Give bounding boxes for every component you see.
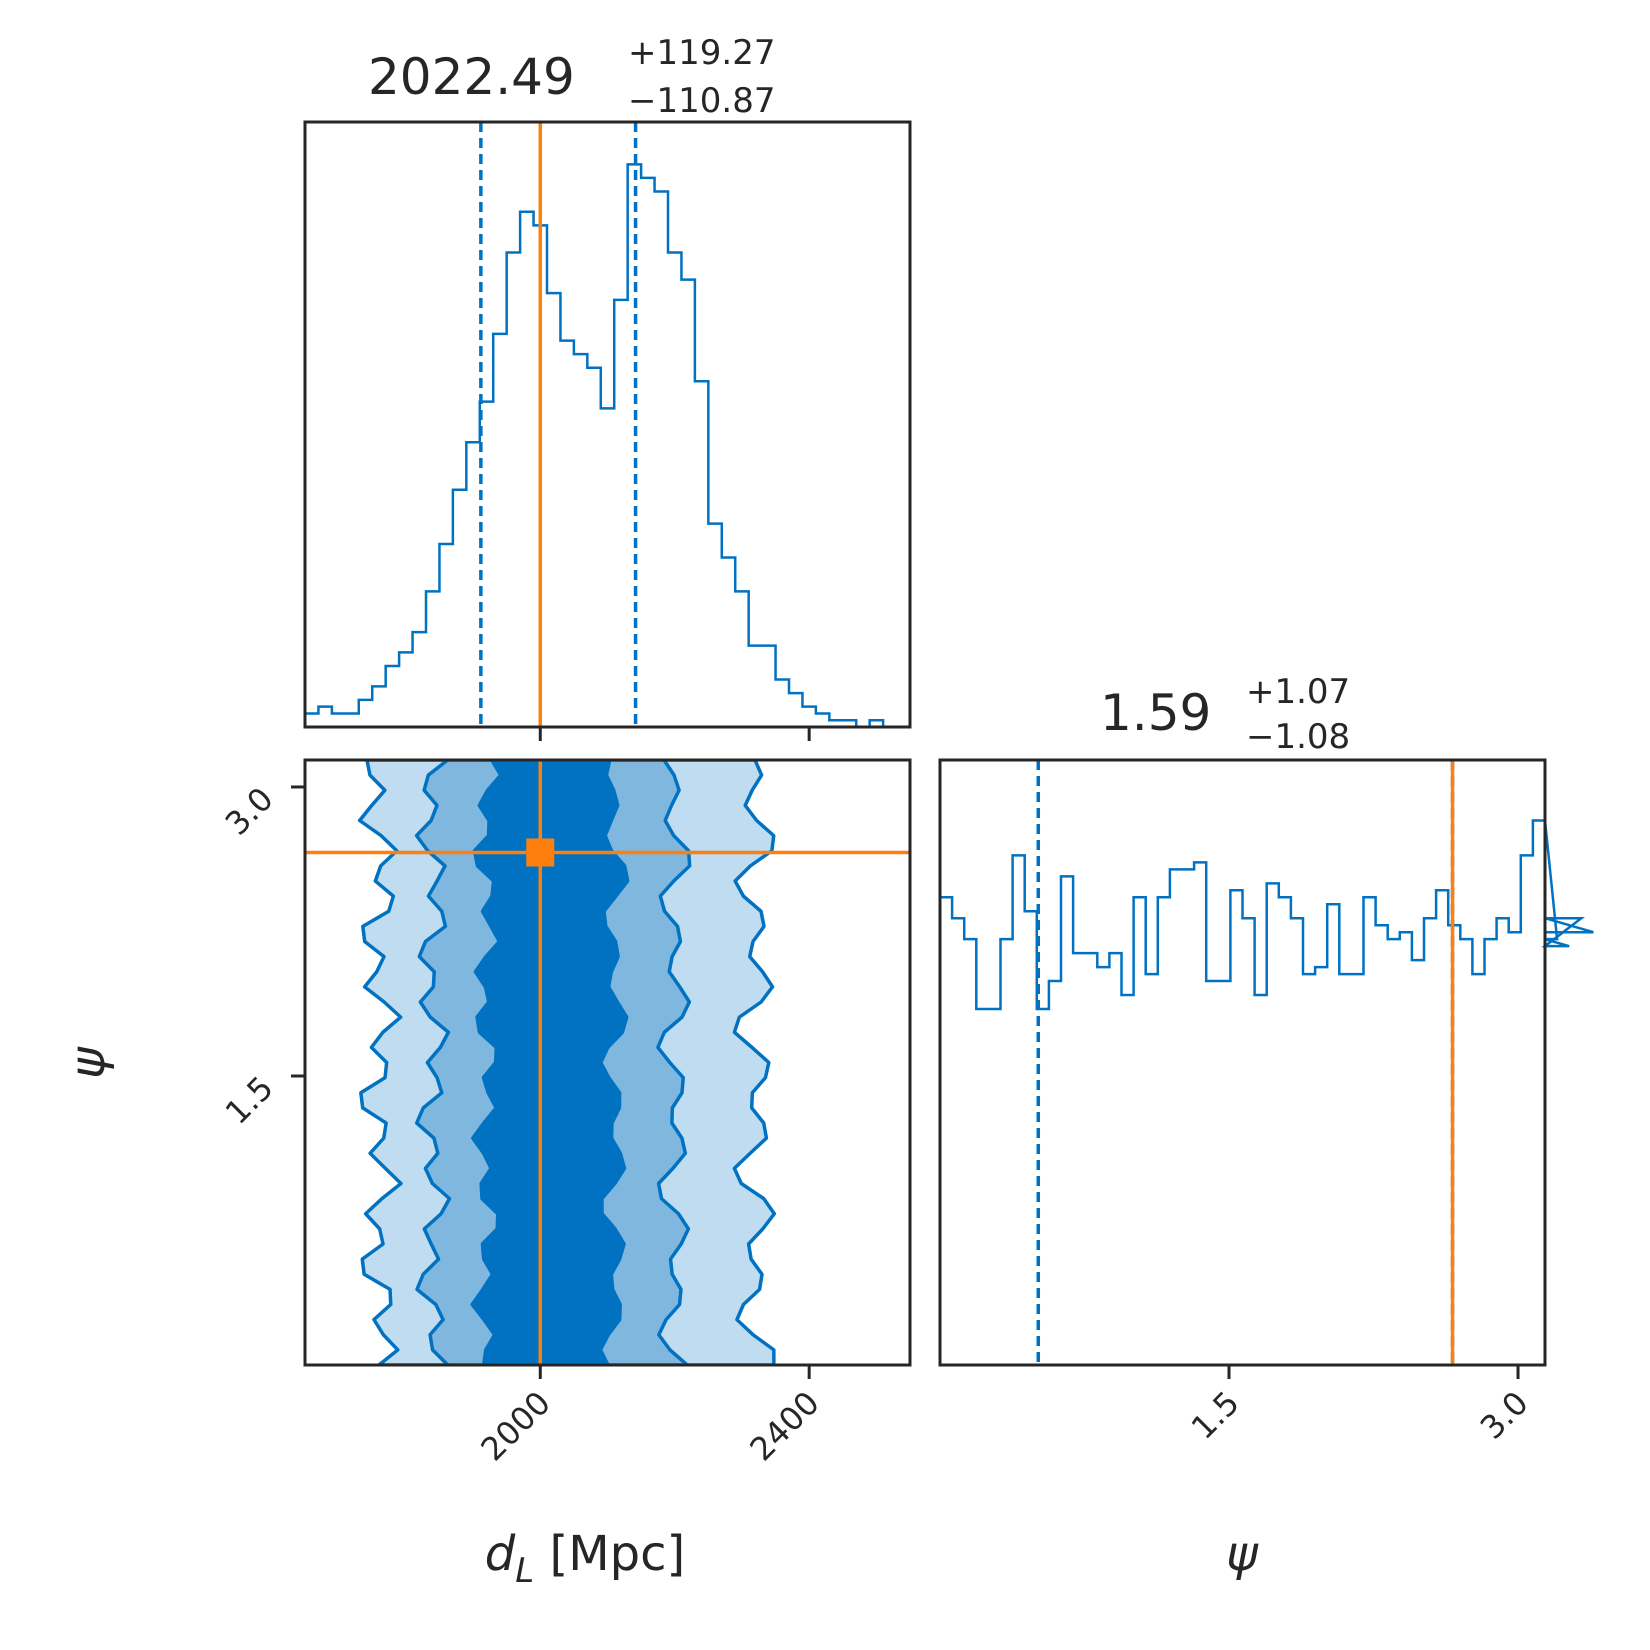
y-axis-label-psi: ψ	[60, 1046, 116, 1079]
dl-histogram-step	[305, 163, 910, 729]
x-axis-label-dl: dL [Mpc]	[485, 1526, 685, 1591]
contour-x-tick-label: 2400	[742, 1384, 826, 1468]
dl-marginal-title-minus: −110.87	[628, 81, 775, 121]
contour-x-tick-label: 2000	[473, 1384, 557, 1468]
contour-y-tick-label: 3.0	[218, 780, 281, 843]
contour-level-inner	[470, 760, 630, 1365]
psi-marginal-panel: 1.5 3.0 1.59 +1.07 −1.08 ψ	[938, 672, 1594, 1582]
dl-marginal-frame	[303, 120, 912, 729]
contour-frame	[303, 758, 912, 1367]
dl-marginal-title-plus: +119.27	[628, 33, 775, 73]
dl-psi-contour-panel: 2000 2400 1.5 3.0 dL [Mpc] ψ	[60, 758, 912, 1591]
psi-marginal-title-minus: −1.08	[1246, 717, 1350, 757]
psi-x-tick-label: 3.0	[1473, 1384, 1536, 1447]
dl-marginal-title-median: 2022.49	[368, 48, 575, 106]
psi-marginal-frame	[938, 758, 1547, 1367]
x-axis-label-psi: ψ	[1226, 1526, 1259, 1582]
truth-marker	[526, 838, 555, 867]
psi-marginal-title-median: 1.59	[1100, 684, 1211, 742]
psi-marginal-title-plus: +1.07	[1246, 672, 1350, 712]
psi-x-tick-label: 1.5	[1184, 1384, 1247, 1447]
contour-y-tick-label: 1.5	[218, 1069, 281, 1132]
psi-histogram-step	[940, 819, 1594, 1011]
dl-marginal-panel: 2022.49 +119.27 −110.87	[303, 33, 912, 741]
